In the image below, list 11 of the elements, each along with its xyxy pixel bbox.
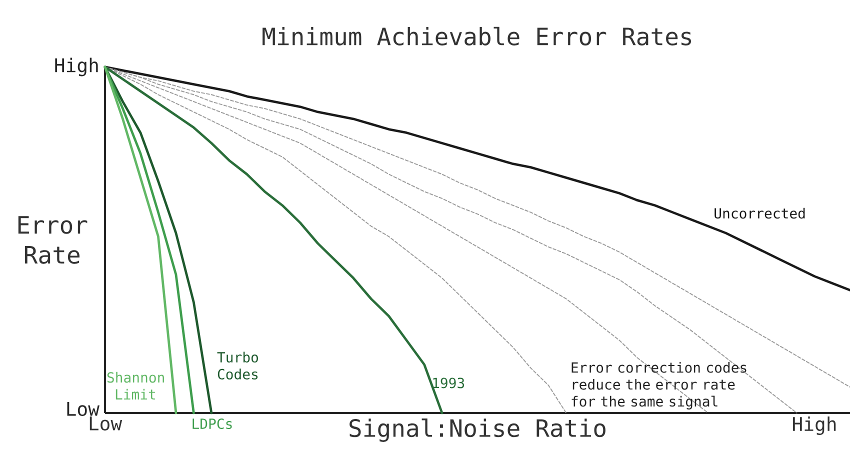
series-label: Shannon Limit bbox=[107, 372, 164, 400]
text: Low bbox=[67, 402, 100, 416]
series-label: LDPCs bbox=[192, 418, 232, 430]
series-label: Turbo Codes bbox=[217, 352, 258, 380]
annotation: Error correction codes reduce the error rate for the same signal bbox=[572, 362, 746, 410]
text: High bbox=[55, 58, 98, 76]
chart-title: Minimum Achievable Error Rates bbox=[262, 26, 692, 46]
x-axis-title: Signal:Noise Ratio bbox=[350, 418, 606, 442]
series-label: 1993 bbox=[433, 378, 464, 388]
series-label: Uncorrected bbox=[714, 208, 805, 219]
y-axis-title: Error Rate bbox=[18, 216, 88, 264]
